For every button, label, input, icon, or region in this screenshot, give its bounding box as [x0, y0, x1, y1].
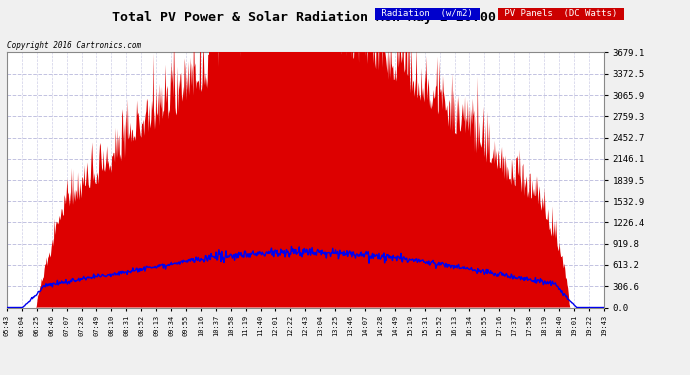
Text: Radiation  (w/m2): Radiation (w/m2): [376, 9, 478, 18]
Text: PV Panels  (DC Watts): PV Panels (DC Watts): [499, 9, 622, 18]
Text: Total PV Power & Solar Radiation Mon May 2 20:00: Total PV Power & Solar Radiation Mon May…: [112, 11, 495, 24]
Text: Copyright 2016 Cartronics.com: Copyright 2016 Cartronics.com: [7, 41, 141, 50]
